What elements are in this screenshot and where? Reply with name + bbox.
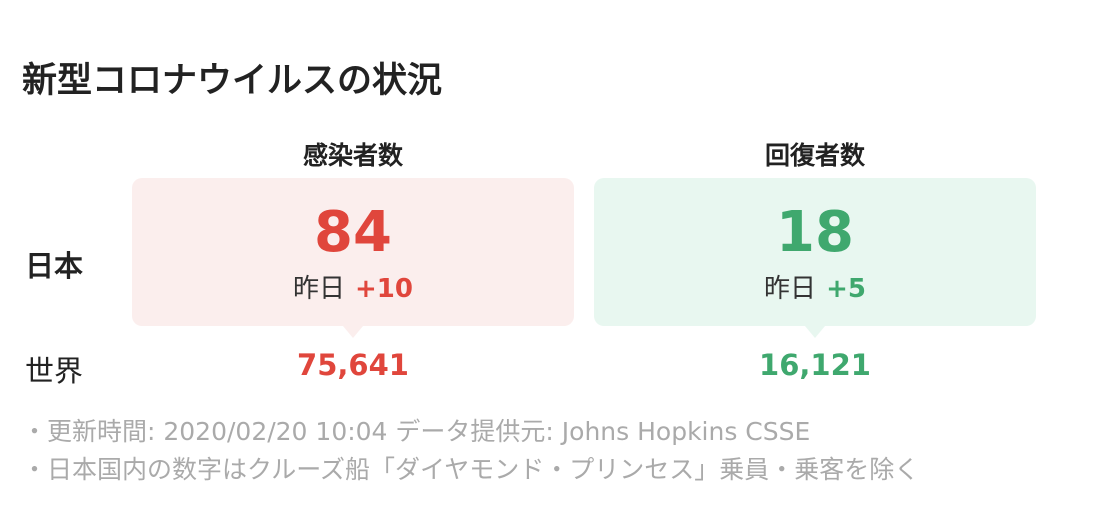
- recovered-japan: 18: [776, 200, 854, 265]
- row-label: 日本: [25, 249, 84, 283]
- column-header: 感染者数: [302, 141, 403, 170]
- infected-japan: 84: [314, 200, 392, 265]
- delta: +5: [826, 274, 866, 304]
- infected-card: 84 昨日 +10: [132, 178, 574, 338]
- recovered-card: 18 昨日 +5: [594, 178, 1036, 338]
- delta-label: 昨日: [293, 274, 346, 304]
- column-header: 回復者数: [764, 141, 865, 170]
- delta: +10: [355, 274, 413, 304]
- delta-row: 昨日 +10: [132, 268, 574, 305]
- recovered-world: 16,121: [759, 348, 871, 382]
- pointer: [805, 326, 825, 338]
- infected-world: 75,641: [297, 348, 409, 382]
- delta-label: 昨日: [764, 274, 817, 304]
- delta-row: 昨日 +5: [594, 268, 1036, 305]
- pointer: [343, 326, 363, 338]
- row-label: 世界: [25, 354, 84, 388]
- note: ・更新時間: 2020/02/20 10:04 データ提供元: Johns Ho…: [22, 417, 811, 446]
- note: ・日本国内の数字はクルーズ船「ダイヤモンド・プリンセス」乗員・乗客を除く: [22, 455, 920, 484]
- title: 新型コロナウイルスの状況: [22, 61, 443, 101]
